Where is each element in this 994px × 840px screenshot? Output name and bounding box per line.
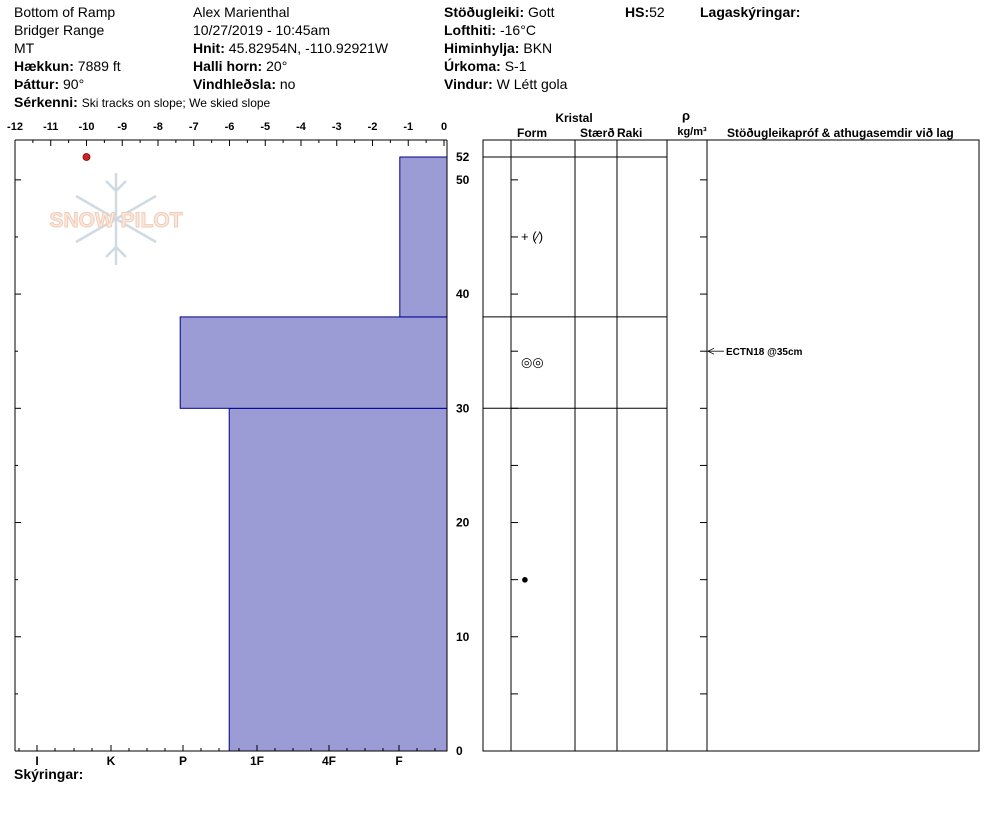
stability-test-label: ECTN18 @35cm	[726, 347, 803, 358]
hardness-bar	[179, 316, 448, 409]
aspect-label: Þáttur:	[14, 76, 60, 92]
depth-tick-label: 10	[456, 630, 470, 644]
remarks: Sérkenni: Ski tracks on slope; We skied …	[14, 93, 270, 112]
size-header: Stærð	[580, 126, 615, 140]
stability-label: Stöðugleiki:	[444, 4, 525, 20]
snow-height: HS:52	[625, 3, 665, 21]
wind-loading-value: no	[279, 76, 296, 92]
wind-loading: Vindhleðsla: no	[193, 75, 295, 93]
layer-table: Kristal Form Stærð Raki ρ kg/m³ Stöðugle…	[482, 108, 980, 752]
hardness-bars	[179, 156, 448, 752]
grain-form-symbol: + (⁄)	[521, 229, 543, 244]
sky-cover: Himinhylja: BKN	[444, 39, 552, 57]
tests-header: Stöðugleikapróf & athugasemdir við lag	[727, 126, 954, 140]
hardness-tick-label: K	[107, 754, 116, 768]
aspect: Þáttur: 90°	[14, 75, 84, 93]
precipitation: Úrkoma: S-1	[444, 57, 526, 75]
slope-angle-value: 20°	[266, 58, 288, 74]
depth-tick-label: 40	[456, 287, 470, 301]
temperature-tick-label: -7	[189, 121, 199, 133]
hardness-tick-label: 4F	[322, 754, 336, 768]
watermark-text: SNOW PILOT	[50, 209, 183, 232]
depth-axis: 0 10 20 30 40 50 52	[15, 150, 707, 758]
hardness-tick-label: F	[395, 754, 402, 768]
rho-header: ρ	[682, 108, 690, 123]
temperature-tick-label: -6	[225, 121, 235, 133]
stability-value: Gott	[528, 4, 555, 20]
temperature-tick-label: -8	[153, 121, 163, 133]
temperature-points	[82, 153, 91, 161]
grain-form-symbol: ●	[521, 572, 529, 587]
temperature-tick-label: -1	[403, 121, 413, 133]
coordinates: Hnit: 45.82954N, -110.92921W	[193, 39, 388, 57]
slope-angle-label: Halli horn:	[193, 58, 263, 74]
slope-angle: Halli horn: 20°	[193, 57, 287, 75]
temperature-tick-label: -11	[43, 121, 58, 133]
depth-tick-label: 30	[456, 401, 470, 415]
layer-rows	[483, 156, 667, 409]
grain-form-symbol: ◎◎	[521, 355, 544, 370]
observer-name: Alex Marienthal	[193, 4, 290, 20]
hardness-tick-label: P	[179, 754, 187, 768]
chart-frame	[14, 139, 448, 752]
air-temperature-value: -16°C	[499, 22, 536, 38]
aspect-value: 90°	[63, 76, 85, 92]
snow-height-label: HS:	[625, 4, 650, 20]
temperature-tick-label: -5	[260, 121, 270, 133]
wind-label: Vindur:	[444, 76, 493, 92]
grain-forms: + (⁄) ◎◎ ●	[521, 229, 544, 587]
arrow-head-icon	[707, 347, 715, 355]
stability: Stöðugleiki: Gott	[444, 3, 554, 21]
depth-tick-label: 20	[456, 516, 470, 530]
wind: Vindur: W Létt gola	[444, 75, 567, 93]
elevation-label: Hækkun:	[14, 58, 74, 74]
temperature-tick-label: -2	[368, 121, 378, 133]
state-name: MT	[14, 40, 35, 56]
depth-tick-label: 0	[456, 744, 463, 758]
precipitation-value: S-1	[504, 58, 527, 74]
form-header: Form	[517, 126, 547, 140]
range-name: Bridger Range	[14, 22, 105, 38]
temperature-tick-label: -3	[332, 121, 342, 133]
table-frame	[482, 139, 980, 752]
observation-datetime: 10/27/2019 - 10:45am	[193, 22, 330, 38]
coordinates-label: Hnit:	[193, 40, 225, 56]
depth-tick-label: 50	[456, 173, 470, 187]
snowflake-icon	[75, 173, 157, 265]
temperature-tick-label: -12	[7, 121, 23, 133]
temperature-tick-label: -10	[79, 121, 95, 133]
temperature-tick-label: 0	[441, 121, 447, 133]
air-temperature-label: Lofthiti:	[444, 22, 497, 38]
sky-cover-value: BKN	[523, 40, 553, 56]
hardness-bar	[399, 156, 448, 318]
air-temperature: Lofthiti: -16°C	[444, 21, 536, 39]
snowpilot-logo: SNOW PILOT	[49, 173, 183, 265]
remarks-label: Sérkenni:	[14, 94, 78, 110]
wind-loading-label: Vindhleðsla:	[193, 76, 276, 92]
temperature-tick-label: -4	[296, 121, 307, 133]
hardness-bar	[228, 407, 448, 752]
remarks-value: Ski tracks on slope; We skied slope	[81, 96, 271, 110]
legend-label: Skýringar:	[14, 766, 84, 782]
stability-tests: ECTN18 @35cm	[707, 347, 803, 358]
snow-height-value: 52	[649, 4, 665, 20]
coordinates-value: 45.82954N, -110.92921W	[228, 40, 389, 56]
elevation-value: 7889 ft	[77, 58, 121, 74]
temperature-axis: -12 -11 -10 -9 -8 -7 -6 -5 -4 -3 -2 -1 0	[7, 121, 447, 146]
temperature-tick-label: -9	[117, 121, 127, 133]
temperature-point	[82, 153, 91, 161]
hardness-tick-label: I	[35, 754, 38, 768]
moisture-header: Raki	[617, 126, 642, 140]
wind-value: W Létt gola	[496, 76, 568, 92]
location-name: Bottom of Ramp	[14, 4, 116, 20]
elevation: Hækkun: 7889 ft	[14, 57, 121, 75]
layer-comments-label: Lagaskýringar:	[700, 4, 801, 20]
sky-cover-label: Himinhylja:	[444, 40, 520, 56]
density-unit-header: kg/m³	[677, 126, 707, 138]
precipitation-label: Úrkoma:	[444, 58, 501, 74]
crystal-header: Kristal	[555, 111, 592, 125]
hardness-tick-label: 1F	[250, 754, 264, 768]
depth-tick-label: 52	[456, 150, 470, 164]
